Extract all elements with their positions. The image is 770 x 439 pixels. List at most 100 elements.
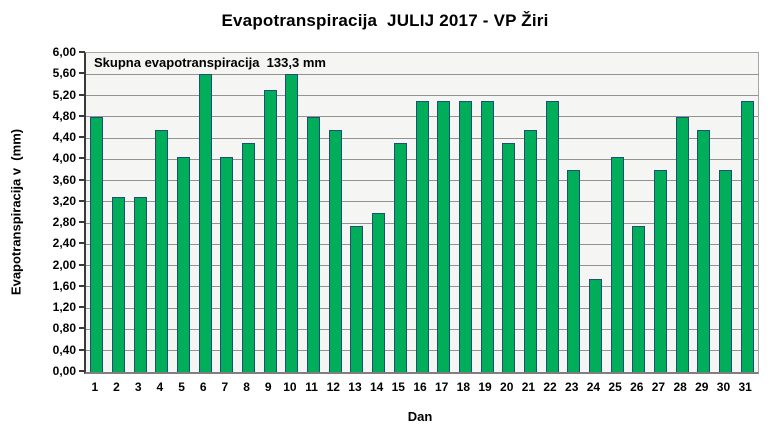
x-tick-label-23: 23 <box>565 380 579 394</box>
bar-day-9 <box>263 90 277 372</box>
y-tick-label-0,40: 0,40 <box>52 342 76 357</box>
bar-day-27 <box>653 169 667 372</box>
bar-day-14 <box>372 212 386 372</box>
x-tick-label-24: 24 <box>586 380 601 394</box>
y-tick-mark <box>79 93 85 96</box>
bar-day-4 <box>155 130 169 372</box>
y-tick-mark <box>79 136 85 139</box>
x-axis-title: Dan <box>407 409 433 424</box>
x-tick-label-12: 12 <box>326 380 340 394</box>
total-annotation: Skupna evapotranspiracija 133,3 mm <box>94 55 326 70</box>
bar-day-25 <box>610 156 624 372</box>
bar-day-10 <box>285 74 299 372</box>
bar-day-3 <box>133 196 147 372</box>
x-tick-label-14: 14 <box>369 380 384 394</box>
y-tick-mark <box>79 221 85 224</box>
x-tick-label-31: 31 <box>738 380 752 394</box>
y-tick-label-1,60: 1,60 <box>52 278 76 293</box>
bar-day-19 <box>480 100 494 372</box>
y-tick-label-2,40: 2,40 <box>52 236 76 251</box>
y-tick-mark <box>79 348 85 351</box>
y-tick-label-4,40: 4,40 <box>52 130 76 145</box>
x-tick-label-2: 2 <box>113 380 120 394</box>
x-tick-label-18: 18 <box>456 380 471 394</box>
y-tick-label-4,80: 4,80 <box>52 108 76 123</box>
x-tick-label-9: 9 <box>264 380 272 394</box>
gridline <box>86 73 758 75</box>
bar-day-8 <box>242 143 256 372</box>
x-tick-label-5: 5 <box>178 380 185 394</box>
y-tick-label-0,00: 0,00 <box>52 364 76 378</box>
x-tick-label-29: 29 <box>695 380 709 394</box>
x-tick-label-16: 16 <box>413 380 427 394</box>
x-tick-label-26: 26 <box>630 380 644 394</box>
bar-day-6 <box>198 74 212 372</box>
y-tick-label-3,20: 3,20 <box>52 193 76 208</box>
y-tick-mark <box>79 327 85 330</box>
bar-day-28 <box>675 116 689 372</box>
y-tick-label-2,80: 2,80 <box>52 215 76 230</box>
bar-day-22 <box>545 100 559 372</box>
y-tick-mark <box>79 284 85 287</box>
x-tick-label-25: 25 <box>608 380 622 394</box>
bar-day-20 <box>502 143 516 372</box>
y-tick-label-2,00: 2,00 <box>52 257 76 272</box>
bar-day-7 <box>220 156 234 372</box>
y-tick-mark <box>79 370 85 372</box>
y-tick-mark <box>79 51 85 53</box>
y-tick-mark <box>79 157 85 160</box>
y-tick-mark <box>79 114 85 117</box>
y-tick-label-5,60: 5,60 <box>52 66 76 81</box>
y-tick-label-3,60: 3,60 <box>52 172 76 187</box>
x-tick-label-27: 27 <box>651 380 666 394</box>
bar-day-30 <box>718 169 732 372</box>
bar-day-31 <box>740 100 754 372</box>
bar-day-24 <box>588 278 602 372</box>
x-tick-label-3: 3 <box>134 380 142 394</box>
chart-title: Evapotranspiracija JULIJ 2017 - VP Žiri <box>221 11 549 30</box>
bar-day-26 <box>632 225 646 372</box>
gridline <box>86 95 758 97</box>
y-tick-label-4,00: 4,00 <box>52 151 76 166</box>
bar-day-29 <box>697 130 711 372</box>
bar-day-12 <box>328 130 342 372</box>
bar-day-15 <box>393 143 407 372</box>
y-tick-mark <box>79 263 85 266</box>
x-tick-label-15: 15 <box>391 380 405 394</box>
y-tick-mark <box>79 306 85 309</box>
y-tick-mark <box>79 72 85 75</box>
x-tick-label-10: 10 <box>283 380 297 394</box>
bar-day-17 <box>437 100 451 372</box>
x-tick-label-8: 8 <box>243 380 250 394</box>
x-tick-label-6: 6 <box>199 380 207 394</box>
bar-day-18 <box>458 100 472 372</box>
bar-day-23 <box>567 169 581 372</box>
bar-day-5 <box>177 156 191 372</box>
x-tick-label-30: 30 <box>716 380 731 394</box>
bar-day-1 <box>90 116 104 372</box>
x-tick-label-22: 22 <box>543 380 557 394</box>
y-tick-label-1,20: 1,20 <box>52 300 76 315</box>
x-tick-label-28: 28 <box>673 380 687 394</box>
bar-day-21 <box>523 130 537 372</box>
bar-day-13 <box>350 225 364 372</box>
x-tick-label-7: 7 <box>221 380 229 394</box>
y-tick-mark <box>79 178 85 181</box>
x-tick-label-19: 19 <box>478 380 492 394</box>
y-tick-mark <box>79 242 85 245</box>
x-tick-label-11: 11 <box>305 380 318 394</box>
y-tick-label-6,00: 6,00 <box>52 45 76 59</box>
y-tick-label-5,20: 5,20 <box>52 87 76 102</box>
x-tick-label-4: 4 <box>156 380 164 394</box>
bar-day-16 <box>415 100 429 372</box>
x-tick-label-13: 13 <box>348 380 362 394</box>
x-tick-label-20: 20 <box>500 380 514 394</box>
y-tick-mark <box>79 199 85 202</box>
plot-area: Skupna evapotranspiracija 133,3 mm <box>84 52 759 374</box>
bar-day-11 <box>307 116 321 372</box>
y-tick-label-0,80: 0,80 <box>52 321 76 336</box>
x-tick-label-17: 17 <box>434 380 449 394</box>
x-tick-label-21: 21 <box>521 380 536 394</box>
x-tick-label-1: 1 <box>91 380 99 394</box>
